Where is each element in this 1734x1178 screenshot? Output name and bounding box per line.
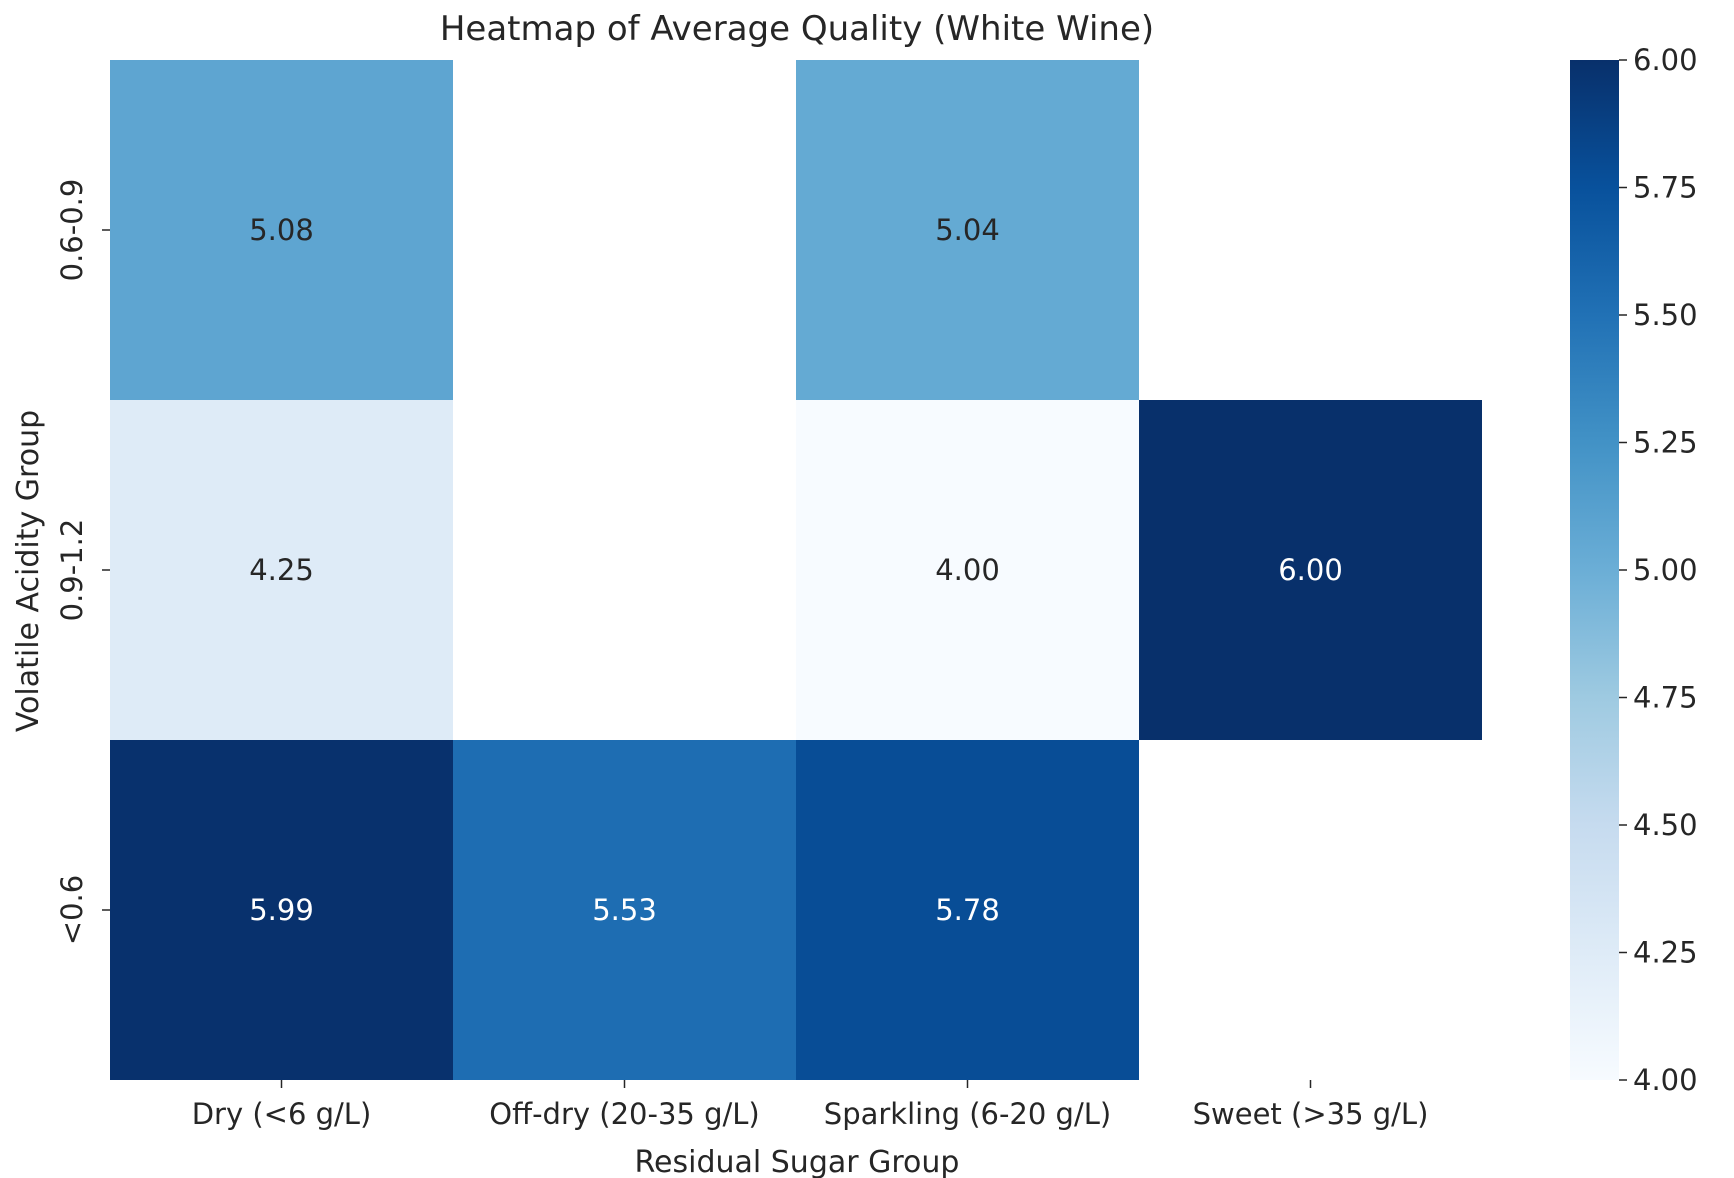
heatmap-cell [453, 740, 796, 1080]
x-tick-label: Sweet (>35 g/L) [1193, 1097, 1429, 1131]
heatmap-cells: 5.08 5.04 4.25 4.00 6.00 5.99 5.53 5.78 [110, 60, 1482, 1080]
heatmap-cell [796, 740, 1139, 1080]
cell-value-label: 4.25 [249, 553, 314, 587]
colorbar-tick-label: 5.25 [1633, 426, 1698, 460]
y-tick-label: <0.6 [55, 875, 89, 945]
colorbar-tick-label: 4.50 [1633, 808, 1698, 842]
chart-title: Heatmap of Average Quality (White Wine) [440, 9, 1154, 49]
colorbar-tick-label: 5.00 [1633, 553, 1698, 587]
heatmap-cell [110, 740, 453, 1080]
x-tick-label: Dry (<6 g/L) [192, 1097, 372, 1131]
cell-value-label: 4.00 [935, 553, 1000, 587]
y-axis-label: Volatile Acidity Group [11, 410, 46, 732]
colorbar-tick-label: 4.75 [1633, 681, 1698, 715]
cell-value-label: 6.00 [1278, 553, 1343, 587]
heatmap-cell [110, 400, 453, 740]
colorbar-tick-label: 6.00 [1633, 43, 1698, 77]
heatmap-cell [110, 60, 453, 400]
x-tick-label: Sparkling (6-20 g/L) [824, 1097, 1111, 1131]
cell-value-label: 5.08 [249, 213, 314, 247]
y-tick-label: 0.6-0.9 [55, 179, 89, 282]
x-axis-label: Residual Sugar Group [635, 1145, 960, 1178]
cell-value-label: 5.78 [935, 893, 1000, 927]
colorbar-tick-label: 4.25 [1633, 936, 1698, 970]
colorbar-tick-label: 5.50 [1633, 298, 1698, 332]
colorbar-tick-label: 4.00 [1633, 1063, 1698, 1097]
cell-value-label: 5.99 [249, 893, 314, 927]
y-tick-label: 0.9-1.2 [55, 519, 89, 622]
heatmap-cell [796, 60, 1139, 400]
x-tick-label: Off-dry (20-35 g/L) [489, 1097, 759, 1131]
colorbar-ticks: 4.00 4.25 4.50 4.75 5.00 5.25 5.50 5.75 6.00 [1619, 43, 1698, 1097]
cell-value-label: 5.04 [935, 213, 1000, 247]
colorbar [1570, 60, 1619, 1080]
heatmap-cell [796, 400, 1139, 740]
axis-ticks: Dry (<6 g/L) Off-dry (20-35 g/L) Sparkling… [55, 179, 1428, 1131]
colorbar-tick-label: 5.75 [1633, 171, 1698, 205]
cell-value-label: 5.53 [592, 893, 657, 927]
heatmap-cell [1139, 400, 1482, 740]
